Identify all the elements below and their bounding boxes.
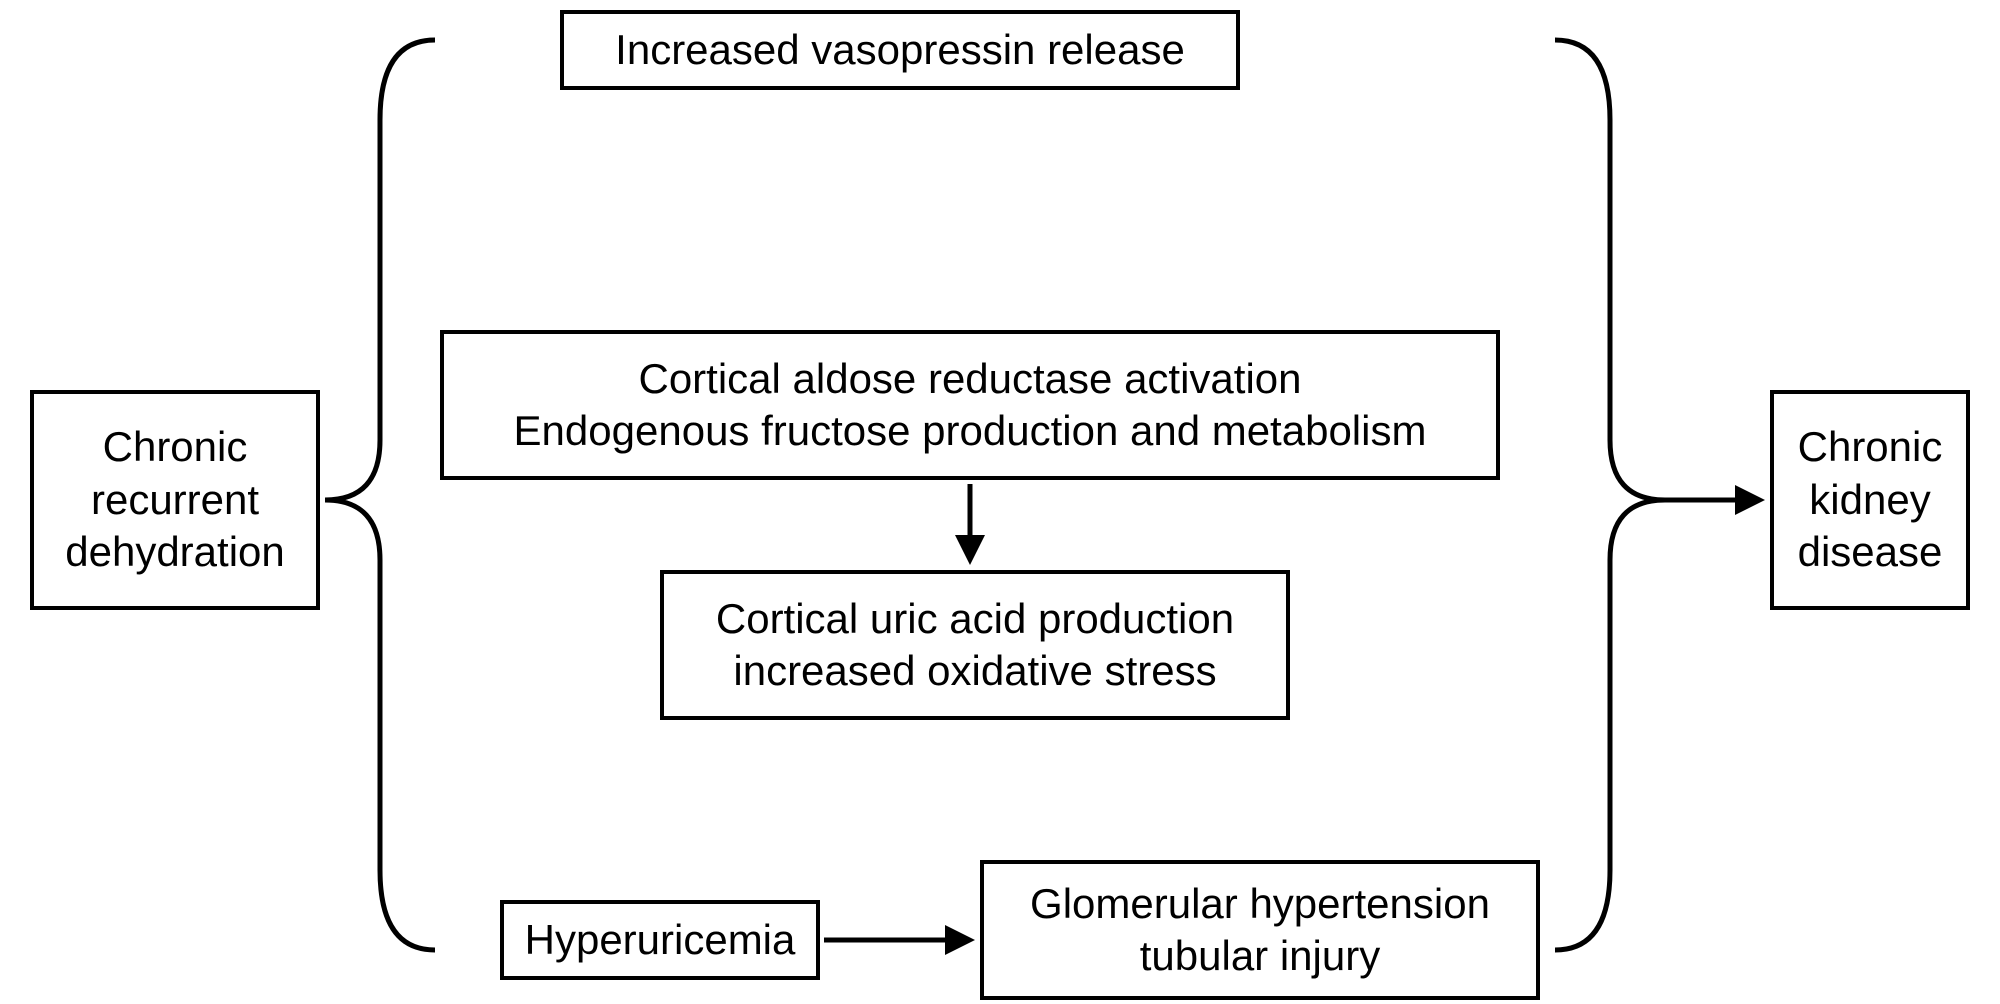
left-brace: [325, 40, 435, 950]
node-outcome-line3: disease: [1798, 526, 1943, 579]
node-glomerular-line2: tubular injury: [1030, 930, 1490, 983]
node-source-line3: dehydration: [65, 526, 285, 579]
node-aldose-line1: Cortical aldose reductase activation: [514, 353, 1427, 406]
node-hyperuricemia: Hyperuricemia: [500, 900, 820, 980]
node-source: Chronic recurrent dehydration: [30, 390, 320, 610]
node-hyperuricemia-text: Hyperuricemia: [525, 916, 796, 963]
node-uric-line1: Cortical uric acid production: [716, 593, 1234, 646]
node-outcome-line1: Chronic: [1798, 421, 1943, 474]
node-outcome: Chronic kidney disease: [1770, 390, 1970, 610]
node-glomerular-line1: Glomerular hypertension: [1030, 878, 1490, 931]
node-glomerular: Glomerular hypertension tubular injury: [980, 860, 1540, 1000]
right-brace: [1555, 40, 1665, 950]
diagram-canvas: Chronic recurrent dehydration Increased …: [0, 0, 2000, 1004]
node-vasopressin: Increased vasopressin release: [560, 10, 1240, 90]
node-vasopressin-text: Increased vasopressin release: [615, 26, 1185, 73]
node-aldose: Cortical aldose reductase activation End…: [440, 330, 1500, 480]
node-aldose-line2: Endogenous fructose production and metab…: [514, 405, 1427, 458]
node-uric: Cortical uric acid production increased …: [660, 570, 1290, 720]
node-uric-line2: increased oxidative stress: [716, 645, 1234, 698]
node-outcome-line2: kidney: [1798, 474, 1943, 527]
node-source-line2: recurrent: [65, 474, 285, 527]
node-source-line1: Chronic: [65, 421, 285, 474]
